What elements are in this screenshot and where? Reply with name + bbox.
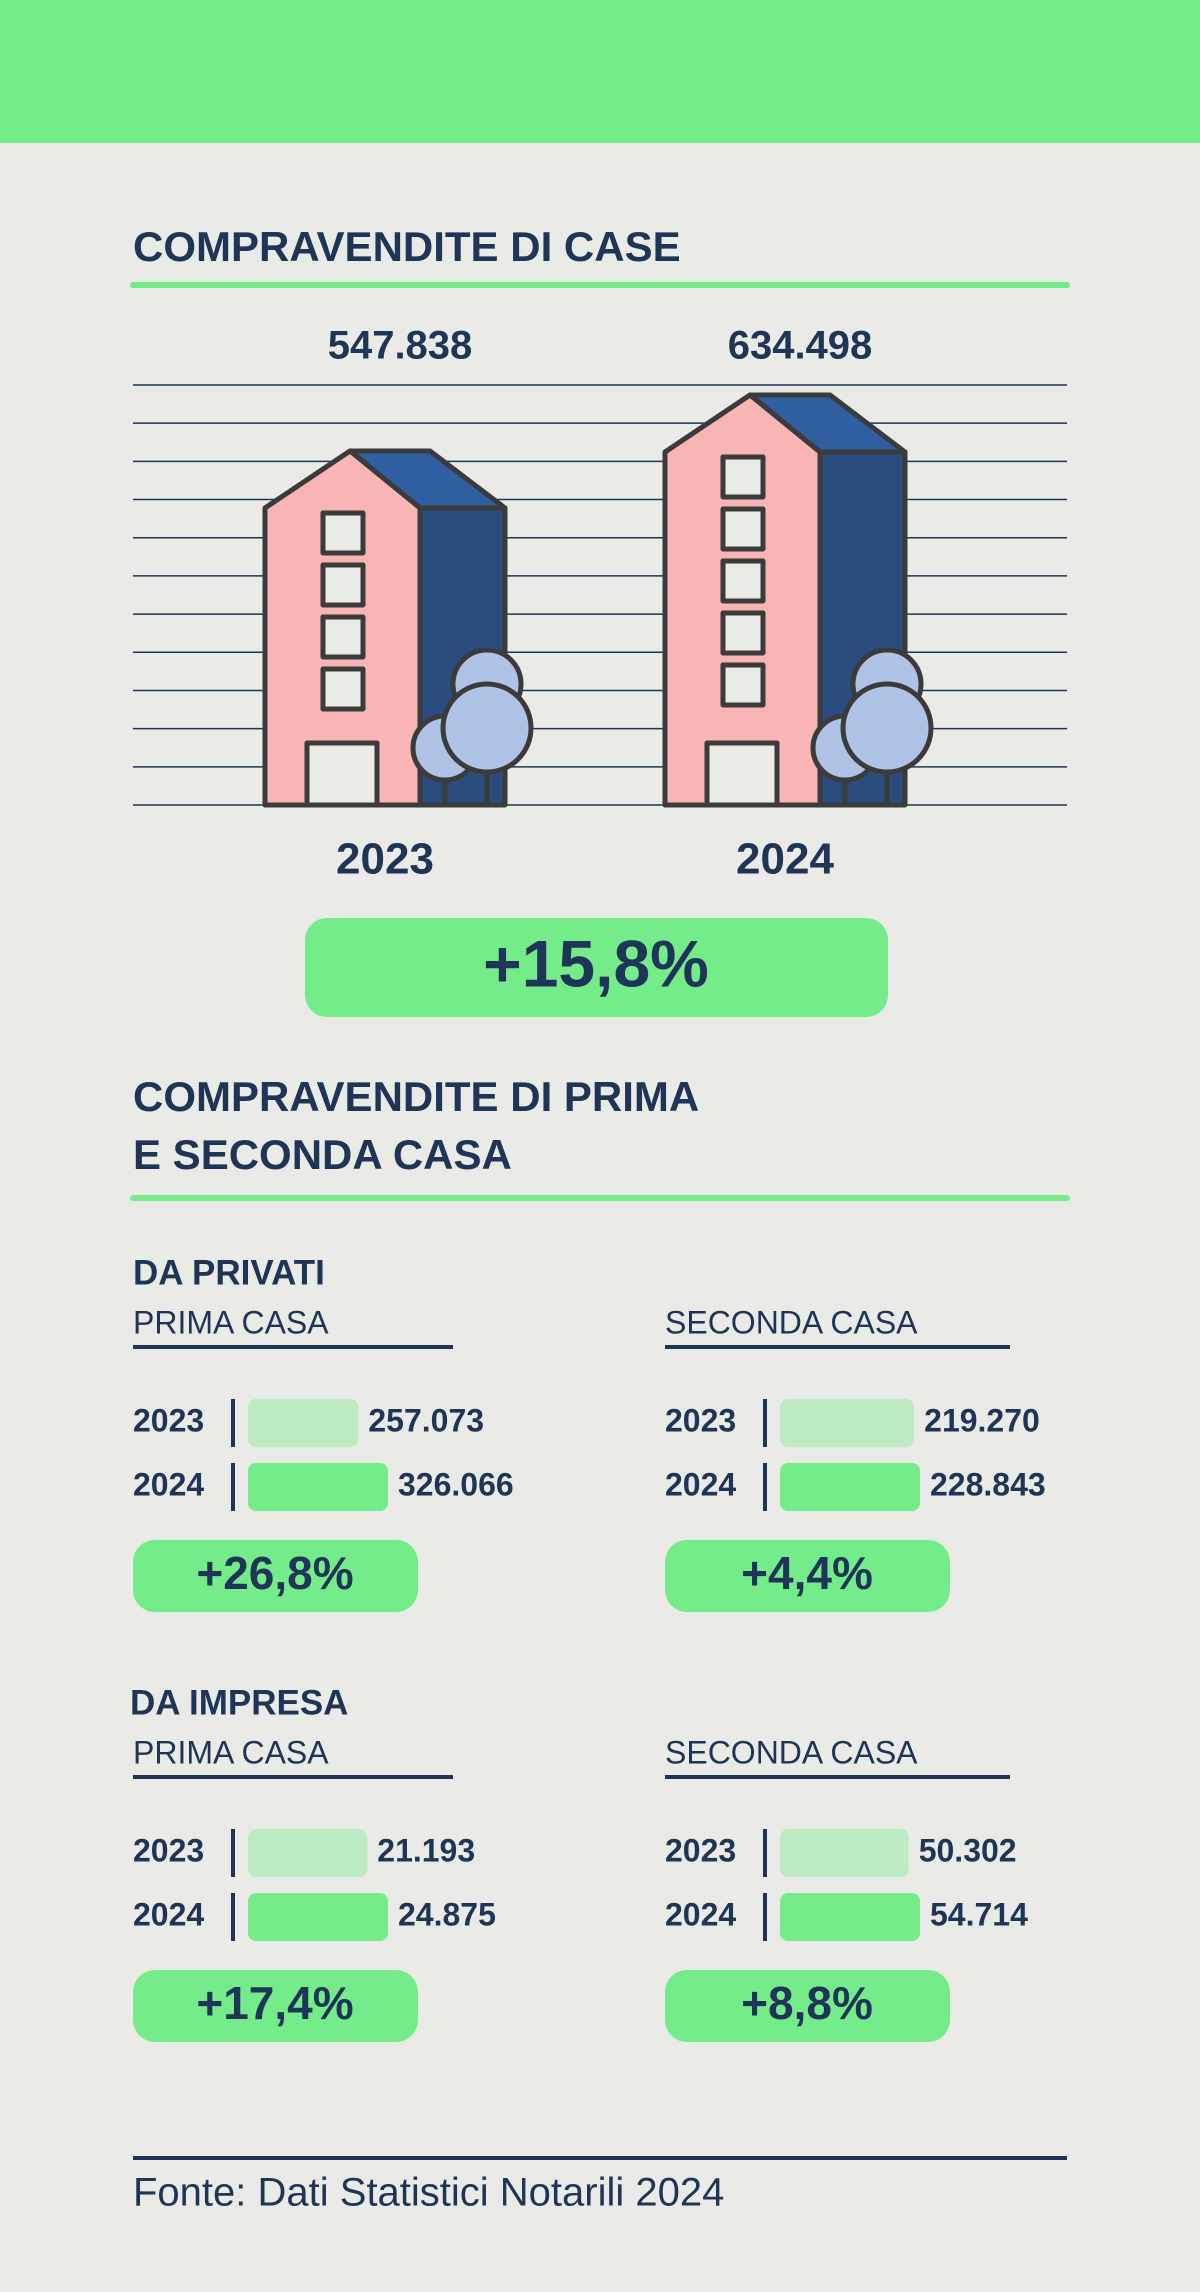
panel-title: PRIMA CASA — [133, 1734, 329, 1770]
window — [320, 562, 366, 608]
change-label: +15,8% — [483, 926, 709, 1000]
title-underline — [130, 282, 1070, 288]
tree — [440, 681, 534, 775]
bar — [780, 1399, 915, 1447]
bar — [248, 1829, 368, 1877]
tree — [840, 681, 934, 775]
change-badge — [665, 1970, 950, 2042]
value-label: 50.302 — [919, 1832, 1017, 1868]
value-label: 21.193 — [377, 1832, 475, 1868]
x-tick-label: 2023 — [336, 835, 434, 884]
y-tick-label: 2024 — [665, 1896, 736, 1932]
y-tick-label: 2023 — [665, 1832, 736, 1868]
y-tick-label: 2024 — [665, 1466, 736, 1502]
door — [704, 740, 780, 808]
window — [720, 558, 766, 604]
value-label: 634.498 — [728, 324, 873, 368]
window — [720, 506, 766, 552]
window — [720, 610, 766, 656]
value-label: 219.270 — [924, 1402, 1040, 1438]
source: Fonte: Dati Statistici Notarili 2024 — [133, 2171, 724, 2215]
change-label: +26,8% — [196, 1547, 353, 1599]
value-label: 24.875 — [398, 1896, 496, 1932]
change-label: +4,4% — [741, 1547, 873, 1599]
value-label: 547.838 — [328, 324, 473, 368]
change-badge — [305, 918, 888, 1017]
window — [320, 614, 366, 660]
value-label: 228.843 — [930, 1466, 1046, 1502]
window — [320, 510, 366, 556]
top-band — [0, 0, 1200, 143]
y-tick-label: 2023 — [133, 1402, 204, 1438]
window — [720, 454, 766, 500]
group-label: DA PRIVATI — [133, 1253, 325, 1292]
change-label: +17,4% — [196, 1977, 353, 2029]
x-tick-label: 2024 — [736, 835, 834, 884]
y-tick-label: 2024 — [133, 1896, 204, 1932]
value-label: 257.073 — [368, 1402, 484, 1438]
bar — [780, 1893, 920, 1941]
window — [720, 662, 766, 708]
door — [304, 740, 380, 808]
y-tick-label: 2023 — [665, 1402, 736, 1438]
section-title: COMPRAVENDITE DI PRIMA — [133, 1073, 699, 1120]
y-tick-label: 2023 — [133, 1832, 204, 1868]
y-tick-label: 2024 — [133, 1466, 204, 1502]
panel-title: PRIMA CASA — [133, 1304, 329, 1340]
change-badge — [133, 1970, 418, 2042]
panel-title: SECONDA CASA — [665, 1734, 918, 1770]
change-label: +8,8% — [741, 1977, 873, 2029]
value-label: 54.714 — [930, 1896, 1028, 1932]
change-badge — [133, 1540, 418, 1612]
window — [320, 666, 366, 712]
bar — [248, 1463, 388, 1511]
section-title: E SECONDA CASA — [133, 1131, 512, 1178]
chart-title: COMPRAVENDITE DI CASE — [133, 223, 681, 270]
panel-title: SECONDA CASA — [665, 1304, 918, 1340]
group-label: DA IMPRESA — [130, 1683, 348, 1722]
bar — [780, 1463, 920, 1511]
title-underline — [130, 1195, 1070, 1201]
change-badge — [665, 1540, 950, 1612]
bar — [780, 1829, 909, 1877]
bar — [248, 1399, 359, 1447]
value-label: 326.066 — [398, 1466, 514, 1502]
bar — [248, 1893, 388, 1941]
